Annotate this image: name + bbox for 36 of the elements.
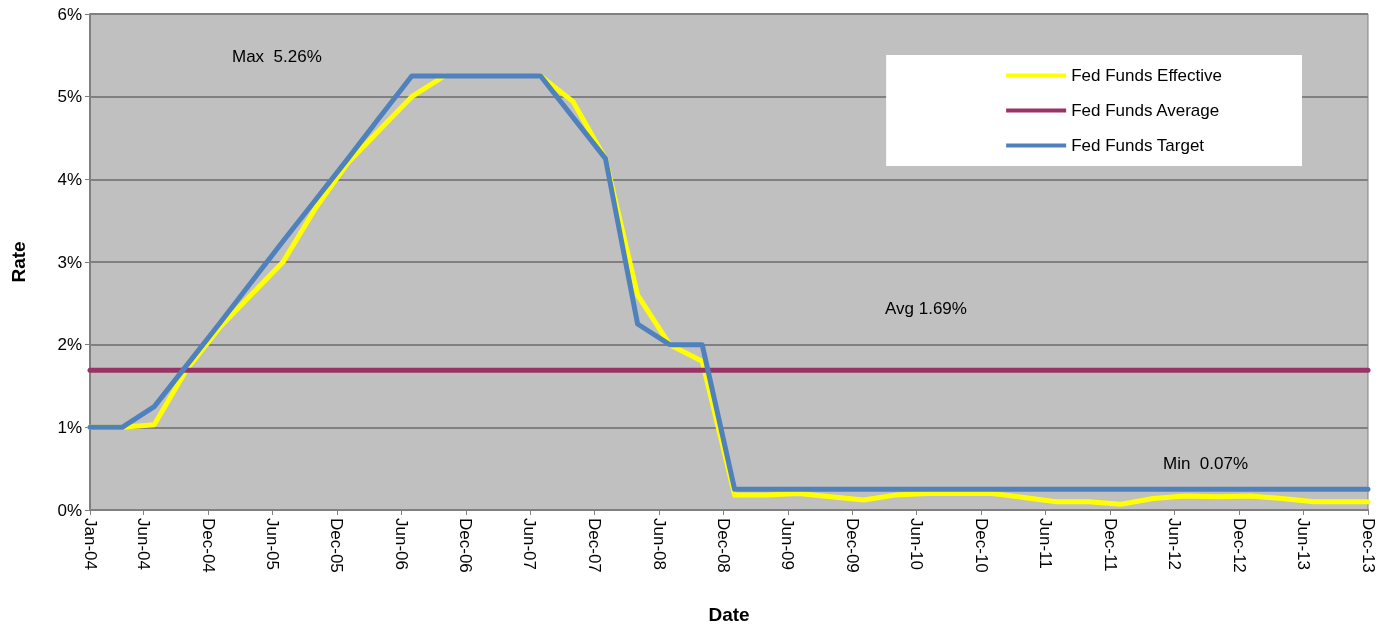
annotation: Avg 1.69% <box>885 299 967 318</box>
y-tick-label: 1% <box>57 417 82 437</box>
x-tick-label: Jun-06 <box>391 518 411 570</box>
x-tick-label: Jun-09 <box>778 518 798 570</box>
x-tick-label: Dec-05 <box>327 518 347 573</box>
y-tick-label: 5% <box>57 87 82 107</box>
x-tick-label: Dec-09 <box>843 518 862 573</box>
y-tick-label: 6% <box>57 4 82 24</box>
x-tick-label: Jun-04 <box>134 518 154 570</box>
x-tick-label: Jun-11 <box>1036 518 1055 569</box>
annotation: Min 0.07% <box>1163 454 1249 473</box>
x-tick-label: Jun-13 <box>1293 518 1313 570</box>
y-tick-label: 2% <box>57 335 82 355</box>
x-tick-label: Jun-10 <box>907 518 927 570</box>
y-tick-label: 3% <box>57 252 82 272</box>
legend-label: Fed Funds Effective <box>1071 66 1222 85</box>
x-tick-label: Jun-05 <box>262 518 282 570</box>
x-tick-label: Jun-12 <box>1165 518 1185 570</box>
x-tick-label: Dec-08 <box>714 518 734 573</box>
x-tick-label: Jan-04 <box>80 518 100 570</box>
annotation: Max 5.26% <box>232 47 322 66</box>
legend-label: Fed Funds Target <box>1071 136 1205 155</box>
x-tick-label: Dec-04 <box>198 518 218 573</box>
x-tick-label: Jun-08 <box>649 518 669 570</box>
x-tick-label: Jun-07 <box>520 518 540 570</box>
y-tick-label: 0% <box>57 500 82 520</box>
x-tick-label: Dec-12 <box>1229 518 1249 573</box>
x-axis-title: Date <box>708 604 750 625</box>
x-tick-label: Dec-11 <box>1100 518 1120 572</box>
legend-label: Fed Funds Average <box>1071 101 1220 120</box>
x-tick-label: Dec-13 <box>1358 518 1378 573</box>
x-tick-label: Dec-07 <box>585 518 605 573</box>
x-tick-label: Dec-10 <box>971 518 991 573</box>
y-tick-label: 4% <box>57 169 82 189</box>
y-axis-title: Rate <box>8 241 29 283</box>
x-tick-label: Dec-06 <box>456 518 476 573</box>
